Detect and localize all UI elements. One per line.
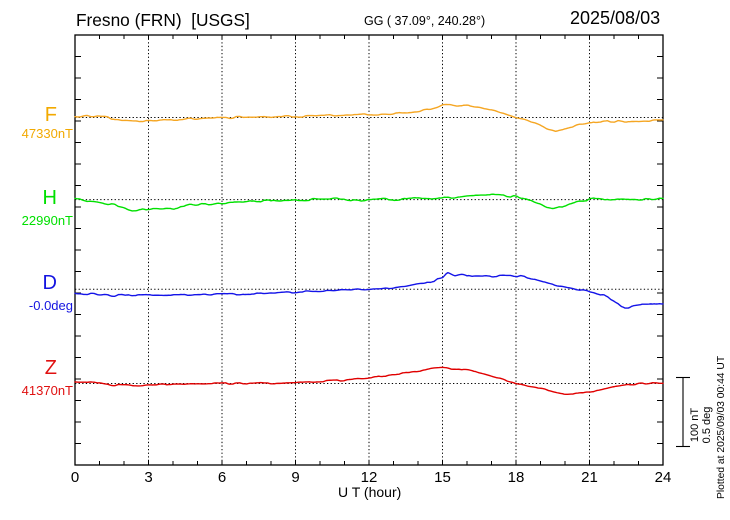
svg-text:15: 15 [434,469,451,486]
svg-text:100 nT: 100 nT [689,408,701,443]
svg-text:12: 12 [361,469,378,486]
svg-text:9: 9 [291,469,299,486]
svg-text:0: 0 [71,469,79,486]
svg-text:Plotted at 2025/09/03 00:44 UT: Plotted at 2025/09/03 00:44 UT [716,355,727,499]
svg-text:0.5 deg: 0.5 deg [701,407,713,444]
svg-text:18: 18 [508,469,525,486]
svg-text:24: 24 [655,469,672,486]
svg-text:21: 21 [581,469,598,486]
svg-text:6: 6 [218,469,226,486]
svg-text:3: 3 [144,469,152,486]
